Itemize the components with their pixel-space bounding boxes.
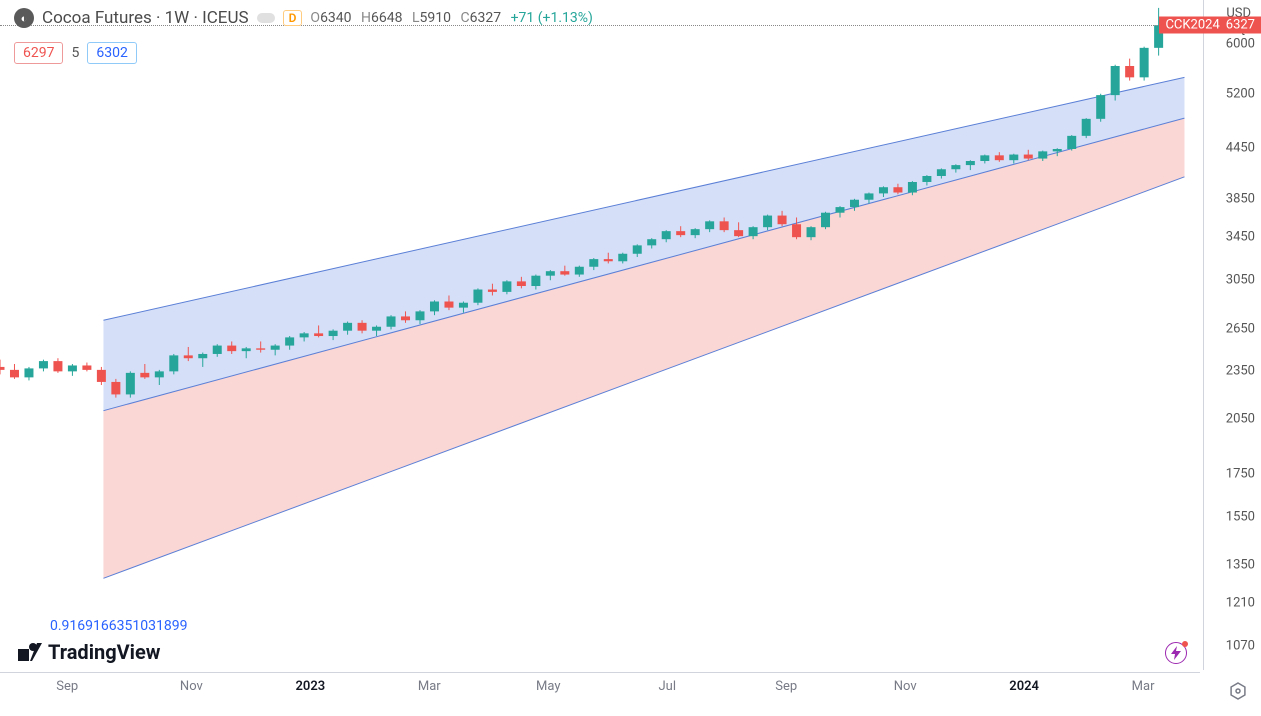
x-tick: Nov [180,679,203,694]
spread-value: 5 [71,45,79,61]
x-axis[interactable]: Sep Nov 2023 Mar May Jul Sep Nov 2024 Mar [0,672,1200,716]
tradingview-logo[interactable]: TradingView [18,640,160,664]
y-tick: 1210 [1226,596,1255,611]
x-tick: 2023 [295,679,325,694]
x-tick: May [536,679,560,694]
high-label: H [361,10,371,26]
visibility-toggle-icon[interactable] [257,13,275,23]
symbol-title[interactable]: Cocoa Futures · 1W · ICEUS [42,8,249,28]
chart-area[interactable]: 0.9169166351031899 [0,0,1200,670]
ohlc-readout: O6340 H6648 L5910 C6327 +71 (+1.13%) [310,10,593,26]
y-tick: 5200 [1226,86,1255,101]
low-value: 5910 [420,10,451,26]
open-label: O [310,10,320,26]
high-value: 6648 [371,10,402,26]
y-tick: 1070 [1226,639,1255,654]
last-price-label: CCK20246327 [1159,17,1261,34]
flash-icon[interactable] [1165,642,1187,664]
y-axis[interactable]: USD t 6000520044503850345030502650235020… [1203,0,1261,670]
low-label: L [412,10,420,26]
y-tick: 2350 [1226,364,1255,379]
logo-text: TradingView [48,640,160,664]
x-tick: Sep [775,679,797,694]
chart-header: ◐ Cocoa Futures · 1W · ICEUS D O6340 H66… [14,8,593,28]
y-tick: 2050 [1226,412,1255,427]
data-badge[interactable]: D [283,10,303,26]
y-tick: 4450 [1226,141,1255,156]
indicator-readout: 6297 5 6302 [14,42,137,64]
close-label: C [461,10,470,26]
y-tick: 3050 [1226,273,1255,288]
y-tick: 3450 [1226,230,1255,245]
open-value: 6340 [320,10,351,26]
y-tick: 2650 [1226,322,1255,337]
settings-icon[interactable] [1229,682,1247,704]
chart-svg[interactable] [0,0,1200,670]
price-box-bid[interactable]: 6297 [14,42,63,64]
y-tick: 3850 [1226,191,1255,206]
x-tick: Mar [1132,679,1155,694]
price-box-ask[interactable]: 6302 [87,42,136,64]
x-tick: Nov [894,679,917,694]
y-tick: 1350 [1226,558,1255,573]
close-value: 6327 [470,10,501,26]
regression-label: 0.9169166351031899 [50,618,187,634]
y-tick: 1550 [1226,509,1255,524]
y-tick: 6000 [1226,36,1255,51]
change-value: +71 (+1.13%) [511,10,593,26]
y-tick: 1750 [1226,467,1255,482]
x-tick: 2024 [1009,679,1039,694]
symbol-icon[interactable]: ◐ [14,8,34,28]
x-tick: Mar [418,679,441,694]
x-tick: Jul [658,679,676,694]
x-tick: Sep [56,679,78,694]
